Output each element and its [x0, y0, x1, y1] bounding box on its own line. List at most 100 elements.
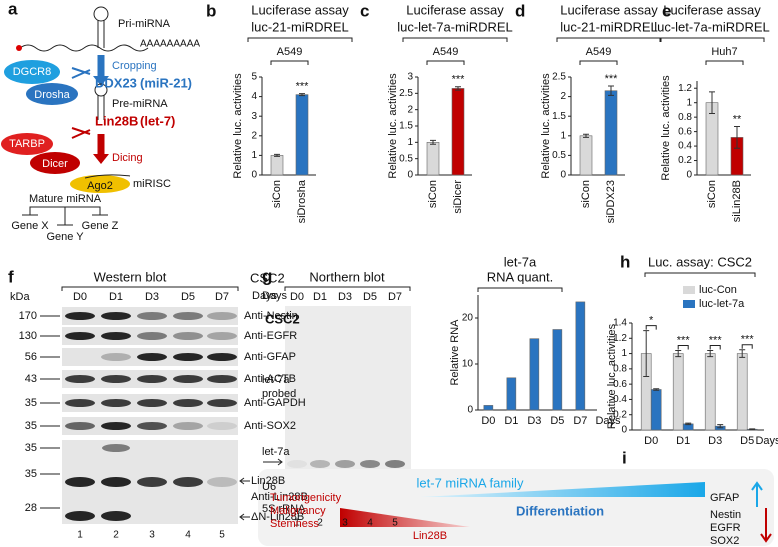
chart-title: Luciferase assay — [560, 2, 658, 17]
x-tick-label: siDrosha — [296, 179, 308, 223]
chart-title: Luciferase assay — [251, 2, 349, 17]
gene-label: Gene Z — [82, 220, 119, 232]
band — [173, 353, 203, 361]
band — [137, 312, 167, 320]
cap — [16, 45, 22, 51]
bar — [579, 135, 593, 176]
x-tick-label: siCon — [580, 180, 592, 208]
cropping-label: Cropping — [112, 60, 157, 72]
kda-marker: 35 — [25, 397, 37, 409]
phenotype: Malignancy — [270, 505, 326, 517]
panel-label: a — [8, 0, 18, 18]
arrow-head — [93, 154, 109, 164]
blot-title: Western blot — [94, 269, 167, 284]
band — [65, 375, 95, 383]
antibody-label: Anti-Nestin — [244, 310, 298, 322]
significance: *** — [677, 334, 691, 346]
y-axis-label: Relative luc. activities — [660, 75, 672, 181]
y-tick-label: 2.5 — [552, 72, 566, 83]
y-tick-label: 1 — [251, 150, 257, 161]
band — [173, 422, 203, 430]
kda-marker: 28 — [25, 502, 37, 514]
x-tick-label: siCon — [706, 180, 718, 208]
bar — [483, 405, 494, 411]
lane-label: D3 — [145, 291, 159, 303]
lin28b-antibody-label: Anti-Lin28B — [251, 491, 308, 503]
panel-label: h — [620, 252, 630, 271]
band — [173, 312, 203, 320]
error-bar — [685, 422, 692, 426]
inhibition-lines — [22, 206, 108, 226]
band — [65, 332, 95, 340]
bracket — [709, 345, 721, 350]
y-tick-label: 1 — [686, 97, 692, 108]
y-tick-label: 0 — [407, 170, 413, 181]
y-axis-label: Relative luc. activities — [232, 73, 244, 179]
lane-label: D7 — [388, 291, 402, 303]
bracket — [61, 286, 239, 291]
probe-label: probed — [262, 388, 296, 400]
error-bar — [455, 86, 461, 91]
y-tick-label: 1 — [407, 137, 413, 148]
antibody-label: Anti-GFAP — [244, 351, 296, 363]
band — [101, 511, 131, 521]
bracket — [270, 60, 309, 65]
x-tick-label: D1 — [676, 435, 690, 447]
lin28b-label: Lin28B — [95, 113, 138, 128]
panel-label: g — [262, 266, 272, 285]
y-tick-label: 0.5 — [552, 150, 566, 161]
error-bar — [653, 388, 660, 391]
y-tick-label: 2 — [251, 130, 257, 141]
lane-label: D3 — [338, 291, 352, 303]
let7-wedge — [420, 482, 705, 497]
chart-subtitle: luc-let-7a-miRDREL — [397, 19, 513, 34]
bar — [529, 338, 540, 411]
arrow — [239, 513, 250, 521]
dgcr8-shape — [4, 60, 60, 84]
band — [207, 477, 237, 487]
dicer-shape — [30, 152, 80, 174]
band — [335, 460, 355, 468]
x-tick-label: siCon — [427, 180, 439, 208]
lin28b-band-label: Lin28B — [251, 475, 285, 487]
arrow — [263, 458, 283, 466]
band — [310, 460, 330, 468]
chart-subtitle: luc-21-miRDREL — [251, 19, 349, 34]
mature-mirna-label: Mature miRNA — [29, 193, 102, 205]
band — [101, 422, 131, 430]
bracket — [644, 272, 756, 277]
y-tick-label: 1.2 — [678, 83, 692, 94]
kda-marker: 56 — [25, 351, 37, 363]
error-bar — [749, 428, 756, 431]
x-tick-label: D0 — [644, 435, 658, 447]
ago2-shape — [70, 175, 130, 193]
mirna-strand — [84, 174, 131, 179]
cell-line: CSC2 — [265, 311, 300, 326]
bracket — [677, 345, 689, 350]
ddx23: DDX23 — [95, 75, 137, 90]
band — [137, 422, 167, 430]
pri-mirna-strand — [19, 44, 149, 52]
lane-label: D5 — [181, 291, 195, 303]
panel-label: d — [515, 1, 525, 20]
lane-label: D0 — [73, 291, 87, 303]
lane-label: D5 — [363, 291, 377, 303]
drosha-shape — [26, 83, 78, 105]
lane-label: D0 — [290, 291, 304, 303]
y-tick-label: 3 — [407, 72, 413, 83]
lin28b-target: (let-7) — [140, 113, 175, 128]
y-tick-label: 0.4 — [613, 394, 627, 405]
bracket — [556, 37, 662, 42]
y-tick-label: 0 — [686, 170, 692, 181]
lin28b-label: Lin28B — [413, 530, 447, 542]
antibody-label: Anti-SOX2 — [244, 420, 296, 432]
bar — [650, 389, 662, 431]
band — [65, 312, 95, 320]
bracket — [645, 325, 657, 330]
band — [65, 399, 95, 407]
antibody-label: Anti-EGFR — [244, 330, 297, 342]
bar — [270, 155, 284, 176]
chart-subtitle: luc-let-7a-miRDREL — [654, 19, 770, 34]
legend-swatch — [683, 286, 695, 294]
legend-swatch — [683, 300, 695, 308]
